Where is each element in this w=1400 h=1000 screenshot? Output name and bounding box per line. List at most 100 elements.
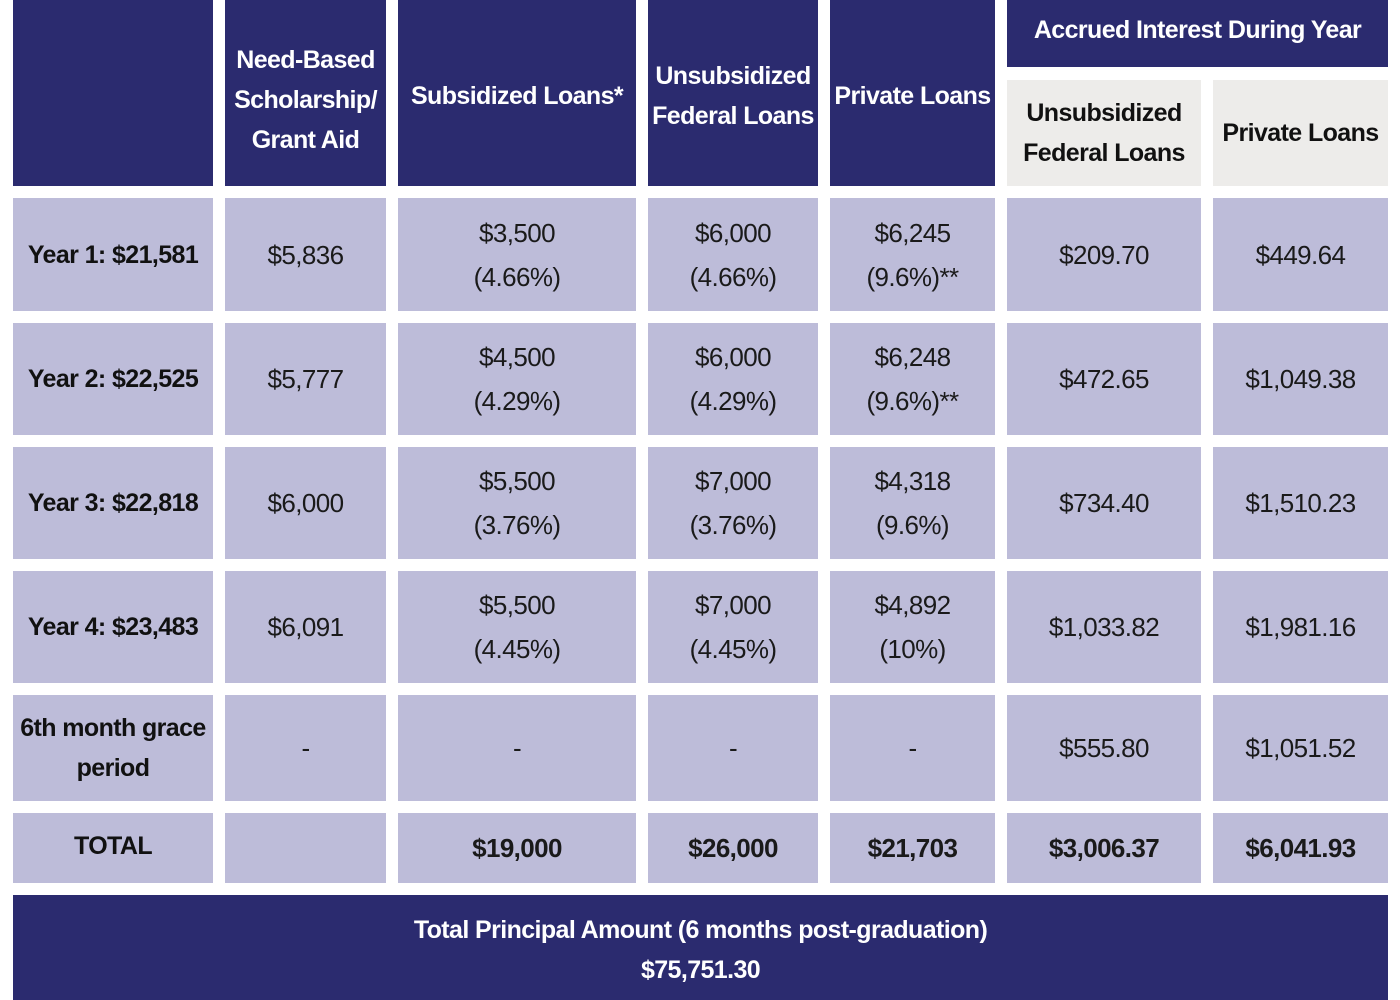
cell-value: $1,051.52 (1245, 733, 1356, 763)
cell-accrued-private: $1,510.23 (1213, 447, 1388, 559)
cell-rate: (3.76%) (473, 510, 561, 540)
total-value: $3,006.37 (1048, 833, 1160, 863)
header-accrued-interest-text: Accrued Interest During Year (1033, 15, 1362, 44)
cell-value: - (512, 733, 522, 763)
cell-value: - (728, 733, 738, 763)
cell-need-based: $6,000 (225, 447, 386, 559)
cell-rate: (4.29%) (473, 386, 561, 416)
cell-value: $734.40 (1059, 488, 1149, 518)
cell-unsubsidized: $7,000 (3.76%) (648, 447, 818, 559)
cell-value: $6,091 (267, 612, 345, 642)
total-subsidized: $19,000 (398, 813, 636, 883)
cell-rate: (4.29%) (689, 386, 777, 416)
header-need-based: Need-Based Scholarship/ Grant Aid (225, 0, 386, 186)
cell-value: $5,836 (267, 239, 345, 270)
cell-accrued-private: $1,051.52 (1213, 695, 1388, 801)
cell-rate: (3.76%) (689, 510, 777, 540)
cell-subsidized: $5,500 (3.76%) (398, 447, 636, 559)
subheader-accrued-private-text: Private Loans (1222, 119, 1379, 147)
total-accrued-unsubsidized: $3,006.37 (1007, 813, 1201, 883)
subheader-accrued-private: Private Loans (1213, 80, 1388, 186)
subheader-accrued-unsubsidized-line-1: Unsubsidized (1026, 99, 1182, 127)
row-label: Year 4: $23,483 (13, 571, 213, 683)
cell-rate: (4.66%) (473, 261, 561, 292)
row-label-text: period (76, 754, 150, 782)
cell-private: - (830, 695, 995, 801)
cell-amount: $6,245 (874, 217, 952, 248)
cell-subsidized: $3,500 (4.66%) (398, 198, 636, 311)
row-label-text: Year 1: $21,581 (27, 240, 199, 269)
total-private: $21,703 (830, 813, 995, 883)
row-label-text: Year 3: $22,818 (27, 489, 199, 517)
total-value: $19,000 (472, 833, 562, 863)
row-label: 6th month grace period (13, 695, 213, 801)
cell-value: $1,049.38 (1245, 364, 1356, 394)
cell-value: $5,777 (267, 364, 345, 394)
cell-amount: $5,500 (479, 466, 556, 496)
row-label-text: Year 2: $22,525 (27, 365, 199, 393)
cell-need-based: $5,836 (225, 198, 386, 311)
row-label: Year 3: $22,818 (13, 447, 213, 559)
cell-unsubsidized: $7,000 (4.45%) (648, 571, 818, 683)
cell-amount: $7,000 (695, 590, 772, 620)
cell-rate: (10%) (879, 634, 946, 664)
cell-rate: (9.6%) (876, 510, 950, 540)
cell-accrued-unsubsidized: $1,033.82 (1007, 571, 1201, 683)
cell-value: $6,000 (267, 488, 345, 518)
cell-unsubsidized: $6,000 (4.29%) (648, 323, 818, 435)
cell-amount: $4,892 (874, 590, 952, 620)
cell-value: $472.65 (1059, 364, 1149, 394)
header-private: Private Loans (830, 0, 995, 186)
cell-accrued-unsubsidized: $209.70 (1007, 198, 1201, 311)
total-need-based (225, 813, 386, 883)
header-private-text: Private Loans (834, 82, 991, 110)
cell-private: $6,248 (9.6%)** (830, 323, 995, 435)
cell-accrued-unsubsidized: $472.65 (1007, 323, 1201, 435)
cell-accrued-unsubsidized: $555.80 (1007, 695, 1201, 801)
header-need-based-line-3: Grant Aid (251, 126, 360, 154)
header-unsubsidized-line-2: Federal Loans (652, 102, 814, 130)
header-unsubsidized-line-1: Unsubsidized (655, 62, 811, 90)
total-accrued-private: $6,041.93 (1213, 813, 1388, 883)
cell-amount: $5,500 (479, 590, 556, 620)
cell-private: $6,245 (9.6%)** (830, 198, 995, 311)
cell-rate: (9.6%)** (866, 386, 959, 416)
cell-value: - (301, 733, 310, 763)
cell-amount: $6,000 (695, 217, 772, 248)
total-value: $26,000 (688, 833, 778, 863)
cell-need-based: $5,777 (225, 323, 386, 435)
total-value: $6,041.93 (1245, 833, 1356, 863)
header-unsubsidized: Unsubsidized Federal Loans (648, 0, 818, 186)
cell-amount: $3,500 (479, 217, 556, 248)
cell-value: $1,981.16 (1245, 612, 1356, 642)
cell-accrued-private: $449.64 (1213, 198, 1388, 311)
header-accrued-interest: Accrued Interest During Year (1007, 0, 1388, 67)
total-principal-footer: Total Principal Amount (6 months post-gr… (13, 895, 1388, 1000)
cell-amount: $7,000 (695, 466, 772, 496)
footer-title: Total Principal Amount (6 months post-gr… (413, 915, 988, 944)
cell-amount: $6,248 (874, 342, 952, 372)
cell-value: $209.70 (1059, 239, 1149, 270)
cell-rate: (4.45%) (689, 634, 777, 664)
cell-rate: (4.66%) (689, 261, 777, 292)
header-subsidized-text: Subsidized Loans* (410, 82, 624, 110)
header-subsidized: Subsidized Loans* (398, 0, 636, 186)
cell-subsidized: $5,500 (4.45%) (398, 571, 636, 683)
cell-amount: $4,318 (874, 466, 952, 496)
subheader-accrued-unsubsidized: Unsubsidized Federal Loans (1007, 80, 1201, 186)
row-label-text: Year 4: $23,483 (27, 613, 199, 641)
cell-private: $4,892 (10%) (830, 571, 995, 683)
header-need-based-line-2: Scholarship/ (234, 86, 377, 114)
header-blank-cell (13, 0, 213, 186)
cell-private: $4,318 (9.6%) (830, 447, 995, 559)
cell-rate: (9.6%)** (866, 261, 959, 292)
header-need-based-line-1: Need-Based (236, 46, 375, 74)
cell-unsubsidized: $6,000 (4.66%) (648, 198, 818, 311)
subheader-accrued-unsubsidized-line-2: Federal Loans (1023, 139, 1185, 167)
row-label: Year 2: $22,525 (13, 323, 213, 435)
total-unsubsidized: $26,000 (648, 813, 818, 883)
cell-need-based: - (225, 695, 386, 801)
total-label: TOTAL (13, 813, 213, 883)
cell-accrued-private: $1,049.38 (1213, 323, 1388, 435)
